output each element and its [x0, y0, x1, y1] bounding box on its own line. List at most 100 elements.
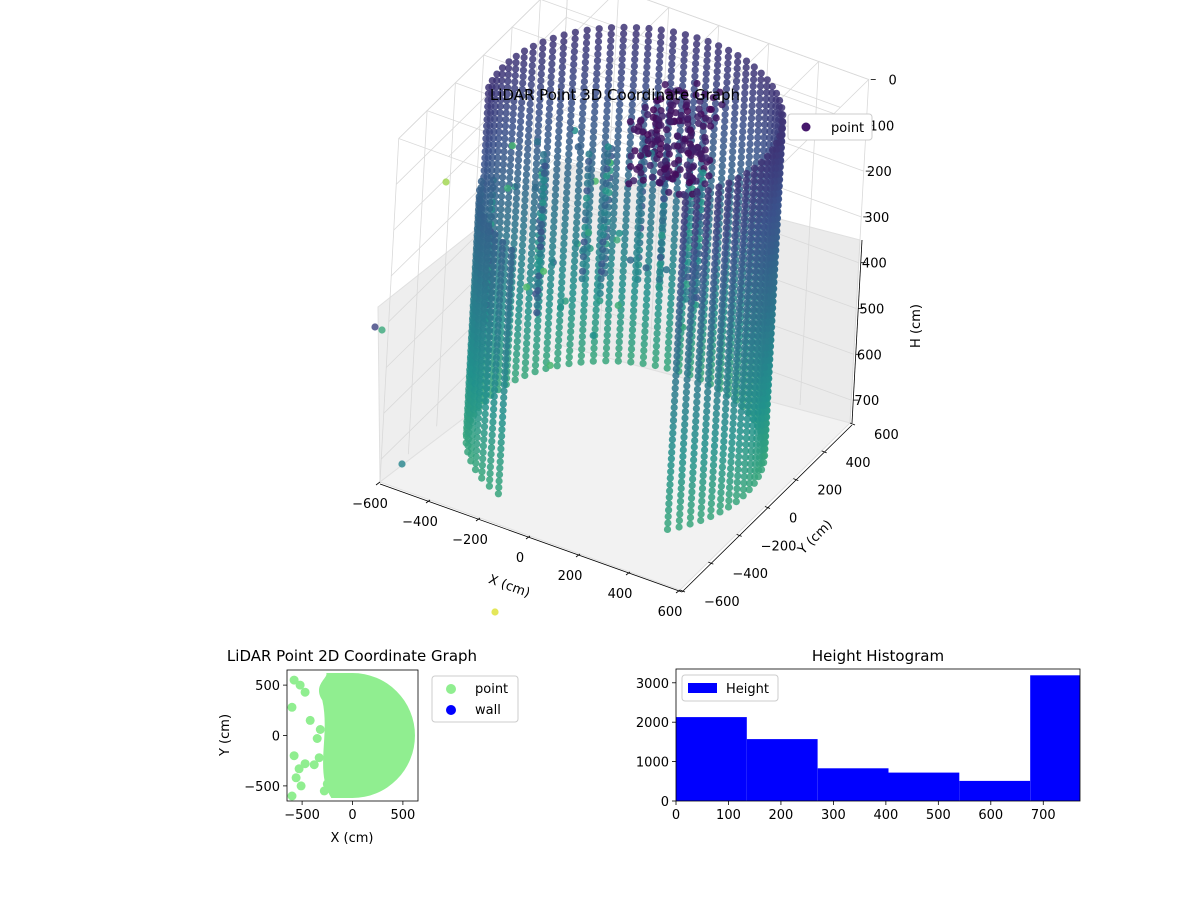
- point-3d: [502, 342, 511, 350]
- point-3d: [514, 169, 522, 177]
- point-3d: [616, 94, 624, 102]
- point-3d: [736, 285, 745, 293]
- point-3d: [723, 72, 731, 80]
- point-3d: [532, 173, 540, 181]
- point-3d: [626, 256, 635, 264]
- point-3d: [643, 282, 651, 291]
- point-3d: [488, 288, 496, 296]
- point-3d: [532, 355, 540, 363]
- point-3d: [527, 256, 535, 264]
- point-3d: [720, 130, 728, 138]
- point-3d: [497, 205, 505, 213]
- point-3d: [665, 332, 673, 340]
- point-3d: [537, 228, 545, 236]
- point-3d: [602, 357, 610, 365]
- point-3d: [572, 231, 580, 239]
- point-3d: [480, 305, 488, 313]
- point-3d: [749, 82, 757, 90]
- point-3d: [496, 451, 505, 459]
- point-3d: [485, 222, 493, 230]
- point-3d: [558, 278, 566, 286]
- point-3d: [591, 325, 599, 333]
- point-3d: [693, 34, 701, 42]
- point-3d: [550, 217, 558, 225]
- point-3d: [734, 58, 742, 66]
- point-3d: [551, 191, 560, 199]
- point-3d: [539, 151, 548, 159]
- point-3d: [761, 108, 770, 116]
- point-3d: [747, 114, 756, 122]
- point-3d: [529, 218, 537, 226]
- point-3d: [729, 264, 737, 272]
- point-3d: [742, 57, 751, 65]
- point-3d: [657, 32, 665, 41]
- point-3d: [494, 322, 502, 330]
- point-3d: [723, 373, 731, 381]
- point-3d: [564, 157, 573, 165]
- x-tick-label-hist: 300: [821, 808, 846, 823]
- point-3d: [655, 64, 663, 73]
- point-3d: [589, 331, 597, 340]
- x-axis-label-2d: X (cm): [331, 831, 374, 846]
- point-3d: [763, 152, 772, 160]
- point-3d: [615, 229, 623, 237]
- point-3d: [483, 248, 491, 256]
- point-3d: [595, 31, 603, 39]
- z-axis-line: [851, 239, 863, 424]
- point-3d: [554, 134, 563, 142]
- point-3d: [534, 316, 542, 324]
- point-2d: [294, 764, 304, 774]
- point-3d: [486, 314, 494, 322]
- point-3d: [744, 396, 753, 404]
- point-3d: [607, 261, 615, 269]
- point-3d: [755, 313, 763, 321]
- point-3d: [753, 345, 761, 353]
- point-3d: [700, 263, 708, 272]
- point-3d: [536, 243, 545, 251]
- plot-frame-hist: [675, 668, 1081, 802]
- point-3d: [578, 122, 586, 130]
- point-3d: [507, 259, 515, 267]
- point-3d: [734, 323, 742, 331]
- point-3d-outlier: [378, 326, 386, 334]
- point-3d: [637, 152, 645, 160]
- point-3d: [732, 219, 740, 227]
- point-3d: [597, 267, 606, 276]
- point-3d: [505, 297, 513, 306]
- point-3d: [593, 70, 601, 78]
- z-tick-label-3d: 600: [857, 348, 882, 363]
- point-3d: [681, 31, 690, 39]
- x-tick-label-hist: 500: [926, 808, 951, 823]
- point-3d: [615, 344, 623, 352]
- point-3d: [473, 433, 481, 442]
- point-3d-outlier: [371, 323, 379, 331]
- point-3d: [693, 189, 701, 198]
- point-3d: [551, 204, 559, 212]
- point-3d: [657, 246, 665, 254]
- point-3d: [687, 501, 695, 509]
- point-3d: [715, 352, 724, 360]
- point-3d: [515, 150, 523, 158]
- point-3d: [500, 141, 508, 149]
- point-3d: [681, 211, 689, 219]
- point-3d: [544, 130, 552, 139]
- point-3d: [687, 132, 695, 140]
- point-3d: [724, 185, 733, 193]
- point-3d: [499, 413, 507, 421]
- point-3d: [676, 497, 685, 505]
- point-3d: [645, 257, 653, 265]
- point-3d: [606, 43, 615, 51]
- point-3d: [740, 96, 749, 104]
- legend-label-point: point: [831, 121, 864, 136]
- point-3d: [658, 231, 666, 239]
- point-3d: [523, 164, 531, 172]
- point-3d: [546, 294, 554, 302]
- point-3d: [590, 121, 598, 129]
- point-3d: [533, 301, 541, 309]
- point-3d: [693, 398, 701, 406]
- point-3d: [706, 337, 715, 345]
- point-3d: [634, 223, 642, 231]
- point-3d: [549, 41, 557, 49]
